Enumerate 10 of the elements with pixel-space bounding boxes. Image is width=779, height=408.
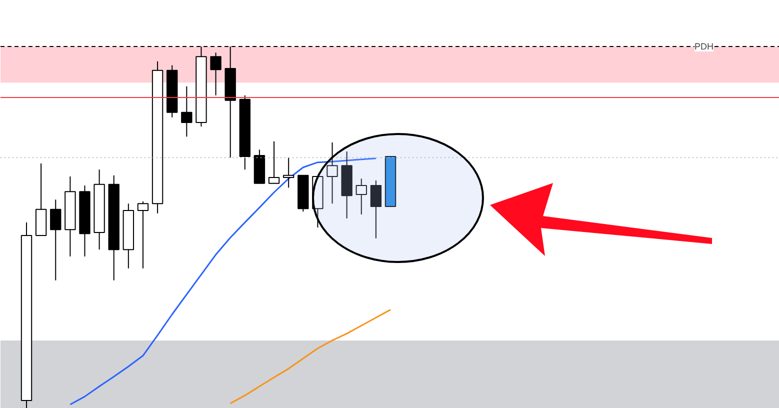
candlestick bbox=[137, 200, 149, 269]
candlestick bbox=[268, 140, 280, 184]
candlestick bbox=[282, 157, 294, 188]
ref-line-label: PDH bbox=[694, 41, 714, 52]
candlestick bbox=[326, 142, 338, 204]
candlestick bbox=[370, 180, 382, 239]
candlestick bbox=[356, 178, 367, 215]
candlestick bbox=[50, 199, 62, 281]
candlestick bbox=[181, 86, 192, 138]
candlestick bbox=[210, 52, 222, 96]
